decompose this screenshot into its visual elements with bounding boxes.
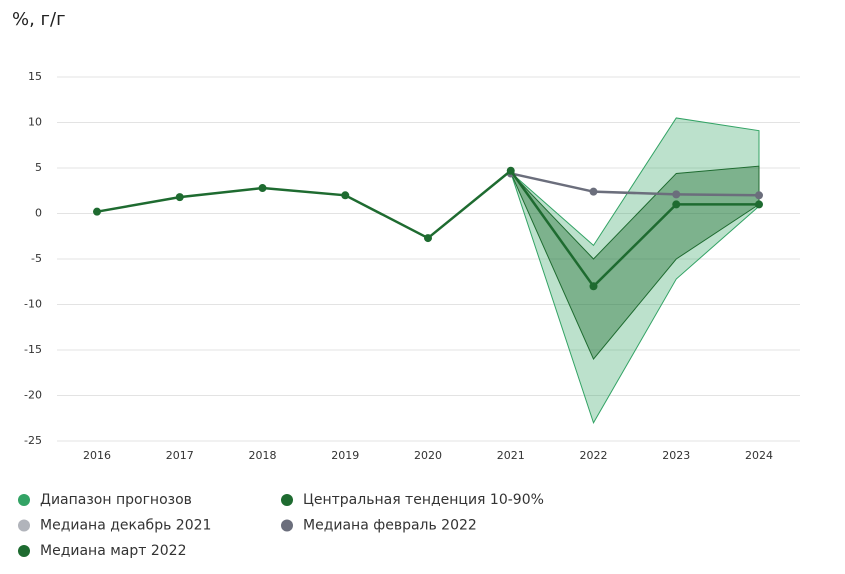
median-point — [672, 200, 681, 209]
median-point — [506, 166, 515, 175]
x-tick-label: 2021 — [497, 449, 525, 462]
y-tick-label: 10 — [28, 116, 42, 129]
legend-label: Медиана декабрь 2021 — [40, 518, 211, 534]
y-tick-label: -15 — [24, 343, 42, 356]
median-point — [755, 191, 763, 200]
median-point — [755, 200, 763, 209]
legend-label: Диапазон прогнозов — [40, 492, 192, 508]
x-tick-label: 2024 — [745, 449, 773, 462]
x-tick-label: 2020 — [414, 449, 442, 462]
median-line — [510, 172, 760, 197]
median-point — [589, 187, 598, 196]
median-point — [672, 190, 681, 199]
legend-marker — [281, 494, 293, 506]
x-tick-label: 2018 — [249, 449, 277, 462]
x-tick-label: 2023 — [662, 449, 690, 462]
median-point — [93, 207, 101, 216]
y-tick-label: 0 — [35, 207, 42, 220]
x-tick-label: 2016 — [83, 449, 111, 462]
x-tick-label: 2017 — [166, 449, 194, 462]
y-tick-label: -5 — [31, 252, 42, 265]
y-tick-label: -10 — [24, 298, 42, 311]
x-tick-label: 2019 — [331, 449, 359, 462]
median-point — [258, 184, 267, 193]
legend-marker — [281, 519, 293, 532]
legend-label: Медиана февраль 2022 — [303, 518, 477, 534]
median-point — [589, 282, 598, 291]
legend-marker — [18, 494, 30, 506]
median-point — [424, 234, 432, 243]
legend-label: Медиана март 2022 — [40, 543, 187, 559]
legend-marker — [18, 519, 30, 532]
legend-label: Центральная тенденция 10-90% — [303, 492, 544, 508]
y-tick-label: -25 — [24, 434, 42, 447]
chart-title: %, г/г — [12, 9, 66, 30]
x-tick-label: 2022 — [580, 449, 608, 462]
forecast-band — [510, 165, 760, 361]
median-point — [175, 193, 184, 202]
y-tick-label: 15 — [28, 70, 42, 83]
median-point — [341, 191, 350, 200]
y-tick-label: 5 — [35, 161, 42, 174]
y-tick-label: -20 — [24, 389, 42, 402]
legend-marker — [18, 545, 30, 557]
